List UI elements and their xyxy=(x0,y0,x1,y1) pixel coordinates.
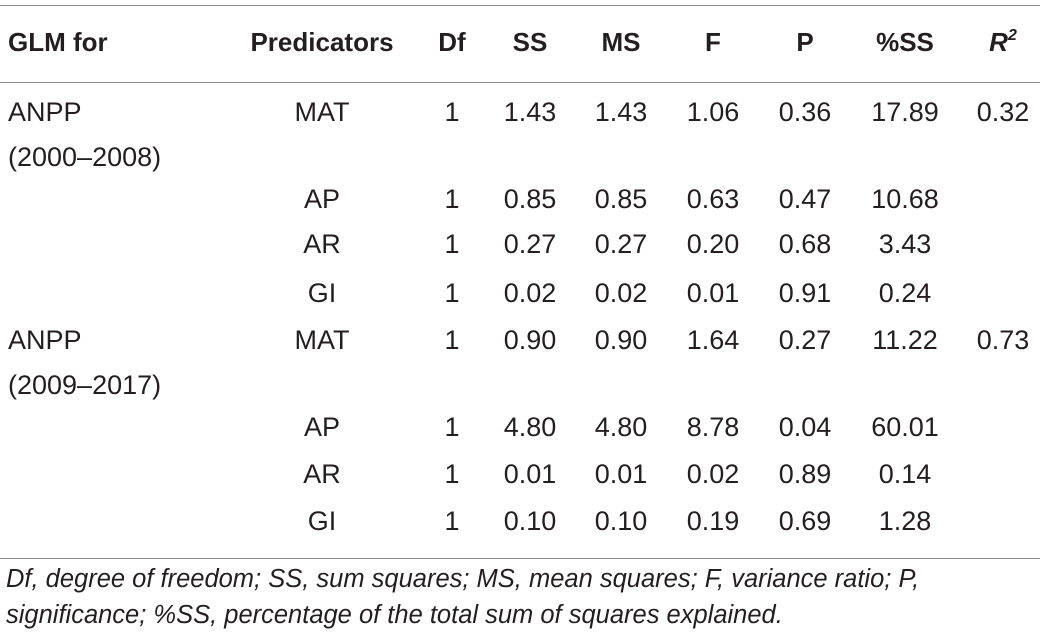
p-cell: 0.04 xyxy=(778,412,832,442)
header-rule xyxy=(0,82,1040,83)
header-ss: SS xyxy=(512,27,548,57)
ms-cell: 0.02 xyxy=(594,278,648,308)
predicator-cell: AP xyxy=(303,412,341,442)
header-glm-for: GLM for xyxy=(8,27,108,57)
predicator-cell: GI xyxy=(307,506,337,536)
ms-cell: 4.80 xyxy=(594,412,648,442)
f-cell: 0.19 xyxy=(686,506,740,536)
group-label: ANPP xyxy=(8,325,82,355)
header-r-squared-base: R xyxy=(989,27,1008,57)
predicator-cell: GI xyxy=(307,278,337,308)
header-f: F xyxy=(705,27,721,57)
ss-cell: 0.27 xyxy=(503,229,557,259)
p-cell: 0.91 xyxy=(778,278,832,308)
predicator-cell: AP xyxy=(303,184,341,214)
p-cell: 0.89 xyxy=(778,459,832,489)
df-cell: 1 xyxy=(444,229,460,259)
group-label: ANPP xyxy=(8,97,82,127)
f-cell: 0.63 xyxy=(686,184,740,214)
p-cell: 0.47 xyxy=(778,184,832,214)
pct-ss-cell: 10.68 xyxy=(871,184,939,214)
p-cell: 0.36 xyxy=(778,97,832,127)
ss-cell: 0.10 xyxy=(503,506,557,536)
pct-ss-cell: 0.24 xyxy=(878,278,932,308)
p-cell: 0.69 xyxy=(778,506,832,536)
f-cell: 0.20 xyxy=(686,229,740,259)
ms-cell: 0.85 xyxy=(594,184,648,214)
predicator-cell: MAT xyxy=(294,97,350,127)
f-cell: 0.01 xyxy=(686,278,740,308)
header-df: Df xyxy=(438,27,466,57)
ss-cell: 0.90 xyxy=(503,325,557,355)
header-pct-ss: %SS xyxy=(876,27,934,57)
header-r-squared-exponent: 2 xyxy=(1007,27,1017,44)
ss-cell: 4.80 xyxy=(503,412,557,442)
ms-cell: 0.01 xyxy=(594,459,648,489)
pct-ss-cell: 17.89 xyxy=(871,97,939,127)
p-cell: 0.68 xyxy=(778,229,832,259)
ms-cell: 0.10 xyxy=(594,506,648,536)
f-cell: 1.64 xyxy=(686,325,740,355)
df-cell: 1 xyxy=(444,506,460,536)
pct-ss-cell: 11.22 xyxy=(872,325,938,355)
pct-ss-cell: 60.01 xyxy=(871,412,939,442)
r-squared-cell: 0.32 xyxy=(976,97,1030,127)
pct-ss-cell: 0.14 xyxy=(878,459,932,489)
top-rule xyxy=(0,5,1040,6)
table-footnote: Df, degree of freedom; SS, sum squares; … xyxy=(6,565,920,629)
header-predicators: Predicators xyxy=(250,27,394,57)
pct-ss-cell: 3.43 xyxy=(878,229,932,259)
predicator-cell: AR xyxy=(303,459,341,489)
df-cell: 1 xyxy=(444,412,460,442)
ss-cell: 0.02 xyxy=(503,278,557,308)
df-cell: 1 xyxy=(444,459,460,489)
bottom-rule xyxy=(0,558,1040,559)
pct-ss-cell: 1.28 xyxy=(878,506,932,536)
r-squared-cell: 0.73 xyxy=(976,325,1030,355)
df-cell: 1 xyxy=(444,278,460,308)
df-cell: 1 xyxy=(444,184,460,214)
ss-cell: 0.85 xyxy=(503,184,557,214)
p-cell: 0.27 xyxy=(778,325,832,355)
ss-cell: 1.43 xyxy=(503,97,557,127)
group-period: (2000–2008) xyxy=(8,142,162,172)
f-cell: 8.78 xyxy=(686,412,740,442)
group-period: (2009–2017) xyxy=(8,370,162,400)
df-cell: 1 xyxy=(444,325,460,355)
ms-cell: 1.43 xyxy=(594,97,648,127)
ms-cell: 0.90 xyxy=(594,325,648,355)
header-r-squared: R2 xyxy=(989,24,1017,60)
header-ms: MS xyxy=(601,27,641,57)
header-p: P xyxy=(796,27,814,57)
df-cell: 1 xyxy=(444,97,460,127)
ss-cell: 0.01 xyxy=(503,459,557,489)
predicator-cell: AR xyxy=(303,229,341,259)
f-cell: 1.06 xyxy=(686,97,740,127)
predicator-cell: MAT xyxy=(294,325,350,355)
ms-cell: 0.27 xyxy=(594,229,648,259)
f-cell: 0.02 xyxy=(686,459,740,489)
